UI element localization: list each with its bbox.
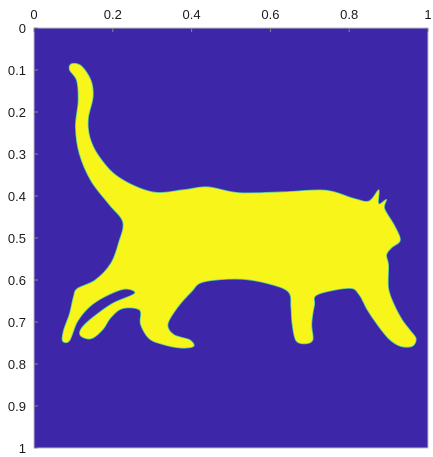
y-tick-label: 0.6	[8, 273, 26, 288]
x-tick-label: 0.8	[340, 7, 358, 22]
x-tick-label: 0.4	[183, 7, 201, 22]
y-axis: 0 0.1 0.2 0.3 0.4 0.5 0.6 0.7 0.8 0.9 1	[8, 21, 38, 456]
x-tick-label: 0	[30, 7, 37, 22]
y-tick-label: 0	[19, 21, 26, 36]
y-tick-label: 0.2	[8, 105, 26, 120]
x-tick-label: 1	[424, 7, 431, 22]
y-tick-label: 1	[19, 441, 26, 456]
cat-silhouette-region	[61, 62, 417, 349]
x-axis: 0 0.2 0.4 0.6 0.8 1	[30, 7, 432, 32]
y-tick-label: 0.7	[8, 315, 26, 330]
x-tick-label: 0.2	[104, 7, 122, 22]
heatmap-foreground	[61, 62, 417, 349]
y-tick-label: 0.8	[8, 357, 26, 372]
y-tick-label: 0.5	[8, 231, 26, 246]
y-tick-label: 0.9	[8, 399, 26, 414]
x-tick-label: 0.6	[261, 7, 279, 22]
y-tick-label: 0.4	[8, 189, 26, 204]
y-tick-label: 0.3	[8, 147, 26, 162]
y-tick-label: 0.1	[8, 63, 26, 78]
